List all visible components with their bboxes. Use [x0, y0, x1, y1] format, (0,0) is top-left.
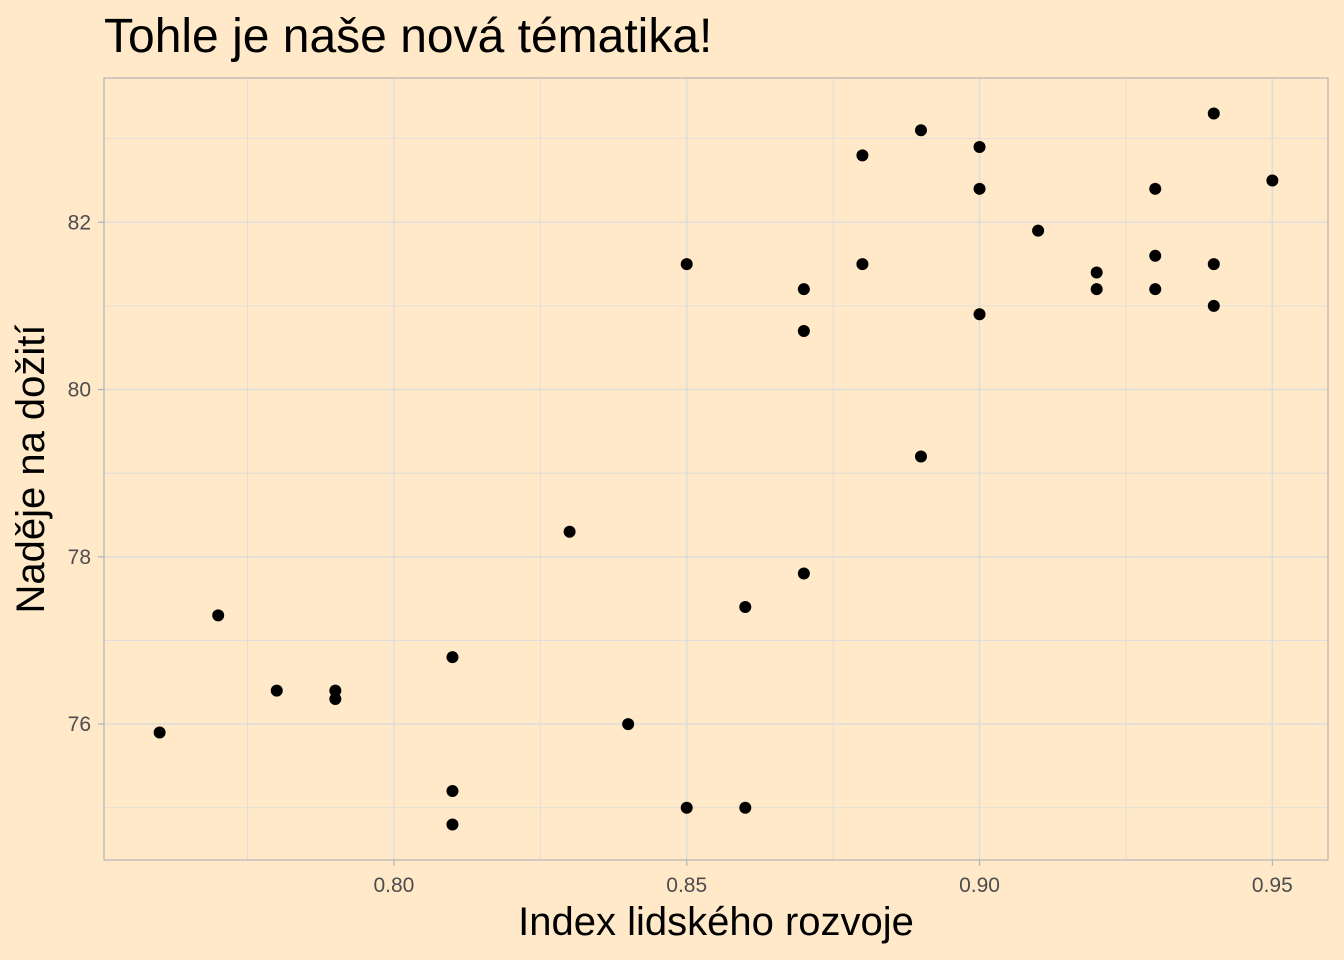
data-point	[329, 684, 342, 697]
data-point	[446, 818, 459, 831]
data-point	[563, 525, 576, 538]
data-point	[1090, 266, 1103, 279]
data-point	[856, 149, 869, 162]
data-point	[212, 609, 225, 622]
data-point	[1207, 107, 1220, 120]
data-point	[680, 258, 693, 271]
chart-title: Tohle je naše nová tématika!	[104, 10, 712, 63]
major-grid	[104, 78, 1328, 860]
x-axis-title: Index lidského rozvoje	[518, 900, 914, 944]
data-point	[1032, 224, 1045, 237]
data-point	[1266, 174, 1279, 187]
y-axis-ticks: 76 78 80 82	[68, 211, 104, 736]
data-point	[973, 308, 986, 321]
y-tick-label: 78	[68, 546, 91, 569]
x-tick-label: 0.85	[666, 874, 707, 897]
data-point	[446, 651, 459, 664]
y-tick-label: 80	[68, 379, 91, 402]
data-point	[1149, 182, 1162, 195]
x-axis-ticks: 0.80 0.85 0.90 0.95	[373, 860, 1293, 897]
data-point	[973, 182, 986, 195]
x-tick-label: 0.95	[1252, 874, 1293, 897]
data-point	[1207, 299, 1220, 312]
x-tick-label: 0.90	[959, 874, 1000, 897]
data-point	[797, 325, 810, 337]
data-point	[1090, 283, 1103, 296]
y-axis-title: Naděje na dožití	[9, 324, 53, 613]
data-point	[739, 601, 752, 613]
data-point	[329, 693, 342, 705]
data-point	[797, 567, 810, 580]
data-point	[270, 684, 283, 697]
data-point	[1149, 249, 1162, 262]
data-point	[622, 718, 635, 731]
data-point	[446, 785, 459, 797]
data-point	[1207, 258, 1220, 271]
data-point	[1149, 283, 1162, 296]
data-point	[797, 283, 810, 296]
data-point	[914, 124, 927, 137]
x-tick-label: 0.80	[373, 874, 414, 897]
data-point	[153, 726, 166, 739]
data-point	[739, 801, 752, 814]
data-points	[153, 107, 1279, 831]
data-point	[856, 258, 869, 271]
y-tick-label: 82	[68, 211, 91, 234]
data-point	[914, 450, 927, 463]
y-tick-label: 76	[68, 713, 91, 736]
data-point	[973, 141, 986, 153]
data-point	[680, 801, 693, 814]
minor-grid	[104, 78, 1328, 860]
panel-border	[103, 77, 1329, 861]
